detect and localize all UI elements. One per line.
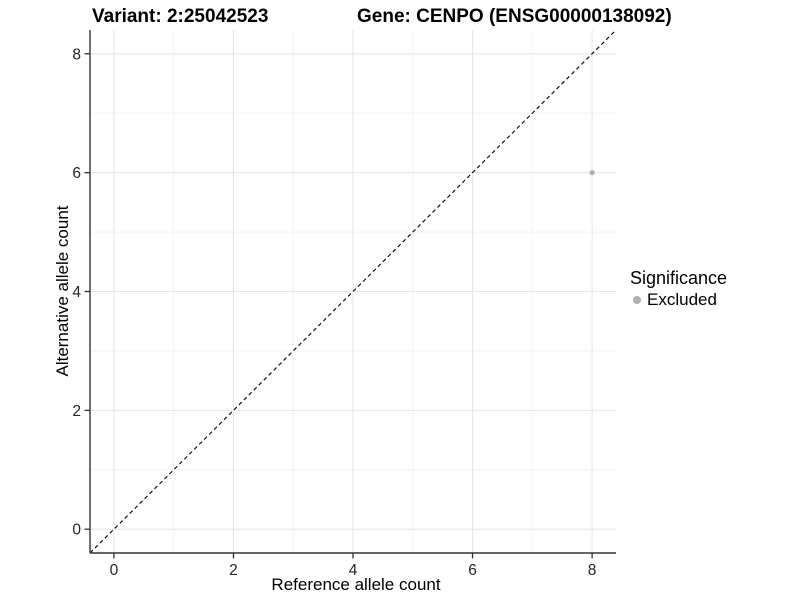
data-point xyxy=(589,170,595,176)
y-tick-label: 4 xyxy=(72,284,81,301)
x-tick-label: 0 xyxy=(110,562,119,579)
identity-line xyxy=(89,29,617,554)
x-tick-label: 4 xyxy=(349,562,358,579)
x-tick-label: 2 xyxy=(229,562,238,579)
legend-dot-icon xyxy=(633,296,641,304)
plot-title-variant: Variant: 2:25042523 xyxy=(92,6,269,27)
y-tick-label: 0 xyxy=(72,522,81,539)
x-tick-label: 8 xyxy=(588,562,597,579)
x-tick-label: 6 xyxy=(468,562,477,579)
plot-title-gene: Gene: CENPO (ENSG00000138092) xyxy=(357,6,672,27)
x-axis-title: Reference allele count xyxy=(271,575,441,594)
legend-title: Significance xyxy=(630,268,728,288)
legend: Significance Excluded xyxy=(630,268,727,310)
legend-item-excluded: Excluded xyxy=(630,290,727,310)
y-tick-label: 8 xyxy=(72,46,81,63)
y-tick-label: 6 xyxy=(72,165,81,182)
y-axis-title: Alternative allele count xyxy=(53,205,72,377)
y-tick-label: 2 xyxy=(72,403,81,420)
legend-item-label: Excluded xyxy=(647,290,717,309)
